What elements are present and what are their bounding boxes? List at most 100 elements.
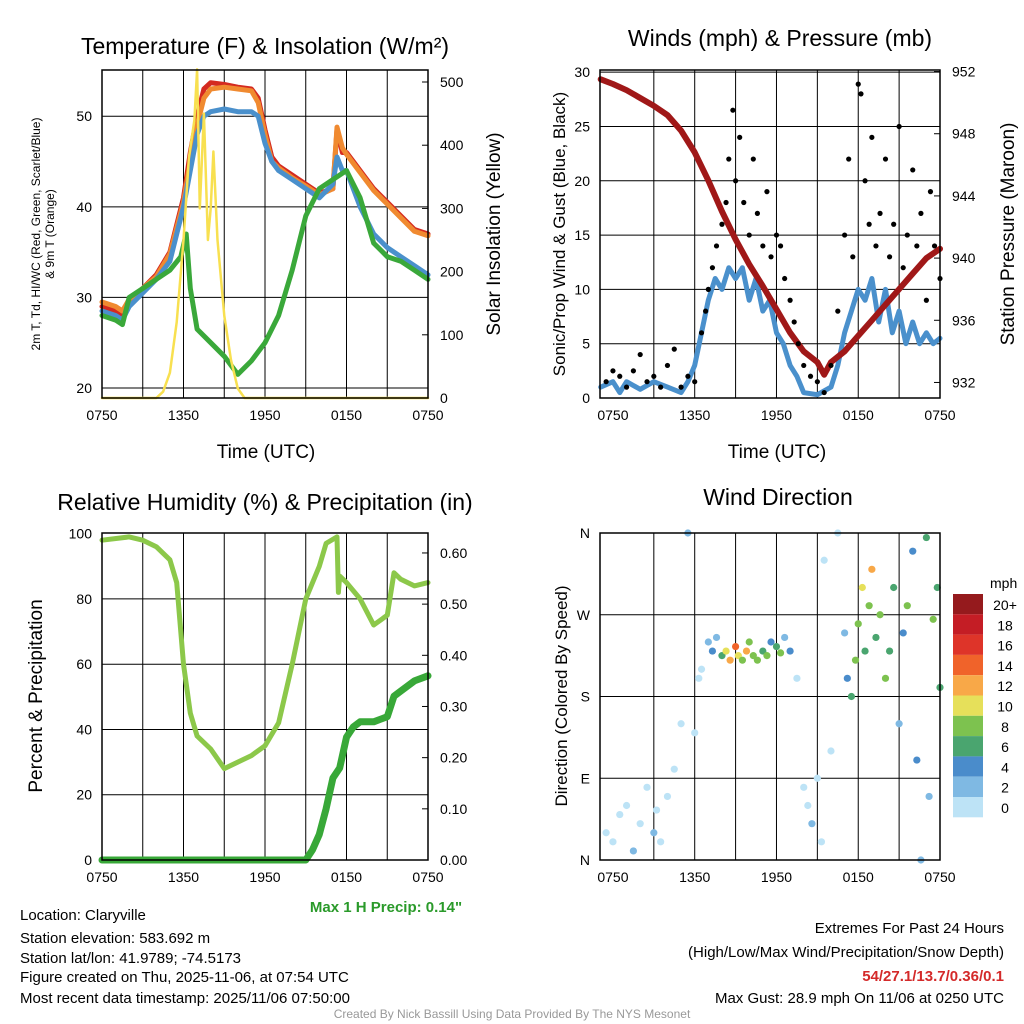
speed-legend-swatch (953, 695, 983, 716)
winds-gust-point (927, 189, 934, 195)
winds-gust-point (664, 362, 671, 369)
winds-series-wind (598, 265, 943, 398)
rh-x-tick-label: 1350 (168, 869, 199, 885)
speed-legend-swatch (953, 634, 983, 655)
speed-legend-swatch (953, 614, 983, 635)
recent-data-text: Most recent data timestamp: 2025/11/06 0… (20, 990, 350, 1007)
winddir-point (704, 638, 712, 646)
winds-chart-title: Winds (mph) & Pressure (mb) (628, 25, 932, 51)
temp-y-label-2: & 9m T (Orange) (43, 189, 57, 279)
winds-y-right-label: Station Pressure (Maroon) (998, 123, 1019, 346)
winds-gust-point (726, 156, 732, 162)
winddir-point (650, 829, 658, 837)
winds-gust-point (730, 107, 736, 113)
winddir-y-tick-label: W (577, 607, 591, 623)
winddir-x-tick-label: 0750 (597, 869, 628, 885)
speed-legend-swatch (953, 756, 983, 777)
winds-gust-point (705, 286, 711, 292)
temp-y-tick-label: 50 (76, 108, 92, 124)
winds-y-tick-label: 0 (582, 390, 590, 406)
speed-legend-swatch (953, 715, 983, 737)
winds-gust-point (910, 167, 916, 173)
winds-gust-point (777, 243, 784, 249)
rh-chart-title: Relative Humidity (%) & Precipitation (i… (57, 489, 472, 515)
winddir-point (776, 649, 785, 657)
winddir-point (636, 820, 644, 828)
winds-gust-point (900, 265, 906, 271)
winddir-point (861, 647, 869, 655)
winds-gust-point (891, 221, 897, 227)
winds-gust-point (692, 379, 698, 385)
winddir-point (895, 720, 903, 728)
winddir-point (847, 692, 856, 701)
winds-gust-point (886, 254, 893, 260)
winddir-point (616, 810, 624, 819)
winds-y-right-tick-label: 932 (952, 374, 976, 390)
winddir-point (793, 674, 801, 682)
winddir-point (909, 547, 917, 555)
speed-legend-swatch (953, 594, 983, 615)
winddir-point (885, 647, 894, 655)
rh-y-right-tick-label: 0.30 (440, 698, 467, 714)
winddir-point (854, 620, 862, 628)
winddir-point (697, 665, 706, 673)
winds-gust-point (828, 362, 834, 369)
winddir-point (652, 806, 661, 814)
winddir-y-label: Direction (Colored By Speed) (552, 585, 571, 806)
max-precip-label: Max 1 H Precip: 0.14" (310, 899, 462, 916)
winds-gust-point (678, 384, 684, 390)
winds-gust-point (768, 254, 774, 260)
winddir-point (622, 801, 631, 810)
winds-gust-point (617, 373, 623, 379)
winddir-point (629, 847, 637, 855)
winds-gust-point (644, 379, 650, 385)
winddir-x-tick-label: 0750 (924, 869, 955, 885)
winds-gust-point (709, 265, 716, 271)
temp-y-tick-label: 20 (76, 380, 92, 396)
winddir-chart-title: Wind Direction (703, 484, 853, 510)
winds-gust-point (658, 384, 664, 390)
latlon-text: Station lat/lon: 41.9789; -74.5173 (20, 950, 241, 967)
winds-y-tick-label: 25 (574, 118, 590, 134)
winddir-point (872, 633, 880, 642)
winddir-point (781, 633, 789, 642)
temp-x-tick-label: 0750 (412, 407, 443, 423)
winddir-point (695, 674, 703, 682)
temp-x-label: Time (UTC) (217, 442, 316, 463)
rh-y-right-tick-label: 0.20 (440, 750, 467, 766)
speed-legend-label: 2 (1001, 780, 1009, 796)
rh-y-right-tick-label: 0.00 (440, 852, 467, 868)
winds-x-tick-label: 0750 (597, 407, 628, 423)
winds-plot: 0 5 10 15 20 25 30 932 936 940 944 948 952 0750 1350 19… (574, 64, 975, 423)
rh-plot: 0 20 40 60 80 100 0.00 0.10 0.20 0.30 0.40 0.50 0.60… (69, 526, 468, 885)
winddir-point (691, 729, 699, 737)
rh-y-right-tick-label: 0.60 (440, 545, 467, 561)
winddir-point (820, 556, 828, 564)
speed-legend-label: 6 (1001, 739, 1009, 755)
winds-gust-point (787, 297, 793, 303)
speed-legend-label: 12 (997, 678, 1013, 694)
temp-series-hi-wc (99, 106, 431, 323)
rh-y-tick-label: 100 (69, 526, 93, 542)
winds-x-tick-label: 0750 (924, 407, 955, 423)
winddir-point (677, 720, 685, 728)
extremes-title: Extremes For Past 24 Hours (815, 920, 1004, 937)
winds-gust-point (869, 134, 875, 140)
winds-y-right-tick-label: 948 (952, 126, 976, 142)
winds-y-tick-label: 5 (582, 336, 590, 352)
winds-gust-point (754, 210, 760, 216)
winddir-point (929, 615, 937, 623)
temp-x-tick-label: 0150 (331, 407, 362, 423)
winddir-point (731, 642, 740, 651)
winddir-plot-frame (599, 532, 941, 861)
rh-y-right-tick-label: 0.50 (440, 596, 467, 612)
winds-gust-point (719, 221, 725, 227)
winddir-point (841, 629, 849, 637)
winds-gust-point (873, 243, 879, 249)
winds-gust-point (914, 243, 920, 249)
winddir-point (817, 838, 826, 846)
winds-gust-point (685, 373, 691, 379)
winds-series-pressure (597, 76, 943, 378)
